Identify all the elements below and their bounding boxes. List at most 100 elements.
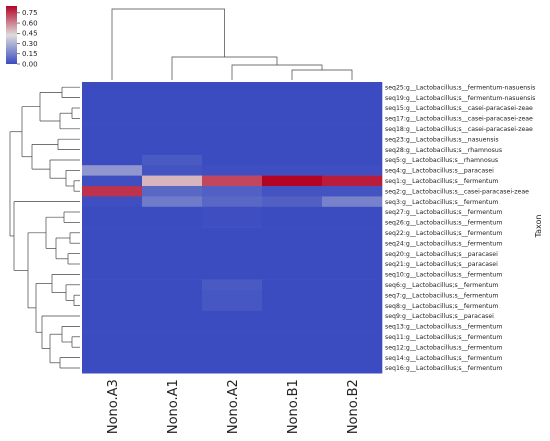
column-dendrogram-branch [171, 56, 278, 80]
row-label: seq24:g__Lactobacillus;s__fermentum [385, 240, 502, 247]
heatmap-cell [262, 331, 323, 343]
column-dendrogram-branch [231, 64, 323, 80]
row-label: seq3:g__Lactobacillus;s__fermentum [385, 199, 498, 206]
heatmap-cell [82, 123, 143, 135]
heatmap-cell [202, 279, 263, 291]
row-label: seq27:g__Lactobacillus;s__fermentum [385, 209, 502, 216]
heatmap-cell [202, 217, 263, 228]
row-label: seq9:g__Lactobacillus;s__paracasei [385, 313, 494, 320]
heatmap-cell [142, 342, 203, 353]
heatmap-cell [82, 352, 143, 364]
heatmap-cell [262, 258, 323, 270]
heatmap-cell [322, 342, 383, 353]
row-label: seq5:g__Lactobacillus;s__rhamnosus [385, 157, 498, 164]
heatmap-cell [142, 258, 203, 270]
heatmap-cell [82, 175, 143, 187]
heatmap-cell [82, 269, 143, 280]
heatmap-cell [82, 113, 143, 124]
colorbar: 0.75 0.60 0.45 0.30 0.15 0.00 [6, 6, 38, 68]
heatmap-cell [82, 310, 143, 322]
heatmap-cell [322, 175, 383, 187]
heatmap-cell [82, 279, 143, 291]
heatmap-cell [262, 134, 323, 145]
heatmap-cell [322, 269, 383, 280]
heatmap-cell [202, 92, 263, 104]
row-label: seq21:g__Lactobacillus;s__paracasei [385, 261, 498, 268]
heatmap-cell [142, 352, 203, 364]
heatmap-cell [322, 134, 383, 145]
heatmap-cells [82, 82, 383, 374]
heatmap-cell [322, 113, 383, 124]
colorbar-tick-label: 0.15 [22, 50, 38, 58]
heatmap-cell [82, 258, 143, 270]
colorbar-tick-label: 0.00 [22, 60, 38, 68]
heatmap-cell [262, 227, 323, 239]
column-label: Nono.A1 [166, 379, 181, 434]
row-label: seq26:g__Lactobacillus;s__fermentum [385, 220, 502, 227]
heatmap-cell [82, 300, 143, 312]
heatmap-cell [82, 238, 143, 249]
heatmap-cell [262, 113, 323, 124]
heatmap-cell [142, 290, 203, 301]
row-label: seq11:g__Lactobacillus;s__fermentum [385, 334, 502, 341]
row-label: seq13:g__Lactobacillus;s__fermentum [385, 324, 502, 331]
heatmap-cell [262, 186, 323, 197]
heatmap-cell [82, 331, 143, 343]
heatmap-cell [82, 186, 143, 197]
heatmap-cell [202, 154, 263, 166]
heatmap-cell [82, 134, 143, 145]
row-label: seq15:g__Lactobacillus;s__casei-paracase… [385, 105, 533, 112]
column-label: Nono.B2 [346, 379, 361, 434]
heatmap-cell [202, 113, 263, 124]
colorbar-tick-label: 0.75 [22, 9, 38, 17]
heatmap-cell [82, 290, 143, 301]
heatmap-cell [262, 362, 323, 374]
heatmap-cell [142, 102, 203, 114]
heatmap-cell [322, 206, 383, 218]
heatmap-cell [202, 123, 263, 135]
heatmap-cell [142, 154, 203, 166]
heatmap-cell [262, 290, 323, 301]
heatmap-cell [322, 144, 383, 156]
heatmap-cell [142, 321, 203, 332]
heatmap-cell [142, 238, 203, 249]
heatmap-cell [322, 248, 383, 260]
heatmap-cell [142, 206, 203, 218]
row-label: seq14:g__Lactobacillus;s__fermentum [385, 355, 502, 362]
heatmap-cell [262, 196, 323, 208]
heatmap-cell [322, 82, 383, 93]
heatmap-cell [142, 300, 203, 312]
heatmap-cell [322, 102, 383, 114]
heatmap-cell [262, 321, 323, 332]
colorbar-tick-label: 0.60 [22, 19, 38, 27]
heatmap-cell [82, 248, 143, 260]
heatmap-cell [82, 227, 143, 239]
column-dendrogram-branch [111, 8, 225, 80]
heatmap-cell [142, 362, 203, 374]
heatmap-cell [202, 269, 263, 280]
row-label: seq19:g__Lactobacillus;s__fermentum-nasu… [385, 95, 535, 102]
heatmap-cell [262, 82, 323, 93]
heatmap-cell [202, 206, 263, 218]
heatmap-cell [142, 196, 203, 208]
heatmap-cell [262, 206, 323, 218]
heatmap-cell [202, 248, 263, 260]
heatmap-cell [82, 165, 143, 176]
row-label: seq20:g__Lactobacillus;s__paracasei [385, 251, 498, 258]
heatmap-cell [202, 186, 263, 197]
heatmap-cell [262, 165, 323, 176]
heatmap-cell [262, 310, 323, 322]
heatmap-cell [322, 217, 383, 228]
heatmap-cell [262, 342, 323, 353]
heatmap-cell [82, 206, 143, 218]
heatmap-cell [142, 123, 203, 135]
heatmap-cell [202, 331, 263, 343]
row-dendrogram [9, 86, 80, 369]
heatmap-cell [202, 144, 263, 156]
row-label: seq18:g__Lactobacillus;s__casei-paracase… [385, 126, 533, 133]
heatmap-cell [322, 258, 383, 270]
heatmap-cell [82, 362, 143, 374]
row-label: seq6:g__Lactobacillus;s__fermentum [385, 282, 498, 289]
